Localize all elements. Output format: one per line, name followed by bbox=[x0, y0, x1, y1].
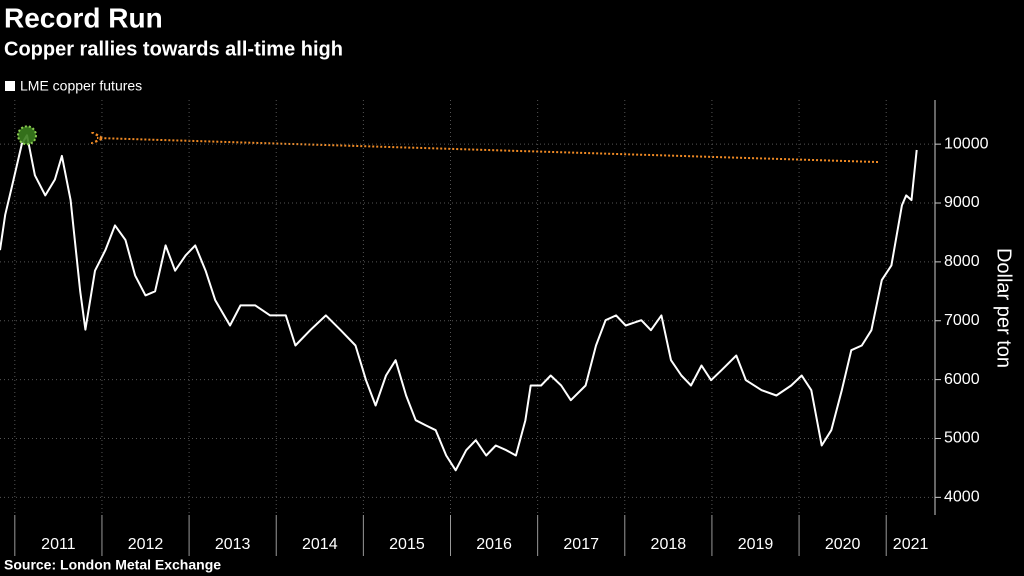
y-tick-label: 4000 bbox=[944, 489, 980, 506]
x-tick-label: 2018 bbox=[651, 536, 687, 553]
y-tick-label: 6000 bbox=[944, 371, 980, 388]
y-tick-label: 10000 bbox=[944, 135, 989, 152]
x-tick-label: 2021 bbox=[893, 536, 929, 553]
chart-subtitle: Copper rallies towards all-time high bbox=[4, 38, 343, 60]
line bbox=[0, 134, 918, 472]
peak-highlight bbox=[17, 125, 38, 146]
x-tick-label: 2017 bbox=[563, 536, 599, 553]
y-tick-label: 7000 bbox=[944, 312, 980, 329]
x-tick-label: 2012 bbox=[128, 536, 164, 553]
y-axis-label: Dollar per ton bbox=[993, 248, 1015, 368]
legend-swatch bbox=[5, 81, 15, 91]
y-tick-label: 5000 bbox=[944, 430, 980, 447]
x-tick-label: 2020 bbox=[825, 536, 861, 553]
x-tick-label: 2013 bbox=[215, 536, 251, 553]
source: Source: London Metal Exchange bbox=[4, 557, 221, 573]
y-tick-label: 8000 bbox=[944, 253, 980, 270]
x-tick-label: 2014 bbox=[302, 536, 338, 553]
y-tick-label: 9000 bbox=[944, 194, 980, 211]
x-tick-label: 2015 bbox=[389, 536, 425, 553]
chart-title: Record Run bbox=[4, 2, 163, 33]
legend-label: LME copper futures bbox=[20, 78, 142, 94]
annotation-arrow bbox=[97, 138, 879, 163]
x-tick-label: 2016 bbox=[476, 536, 512, 553]
x-tick-label: 2011 bbox=[41, 536, 76, 553]
x-tick-label: 2019 bbox=[738, 536, 774, 553]
